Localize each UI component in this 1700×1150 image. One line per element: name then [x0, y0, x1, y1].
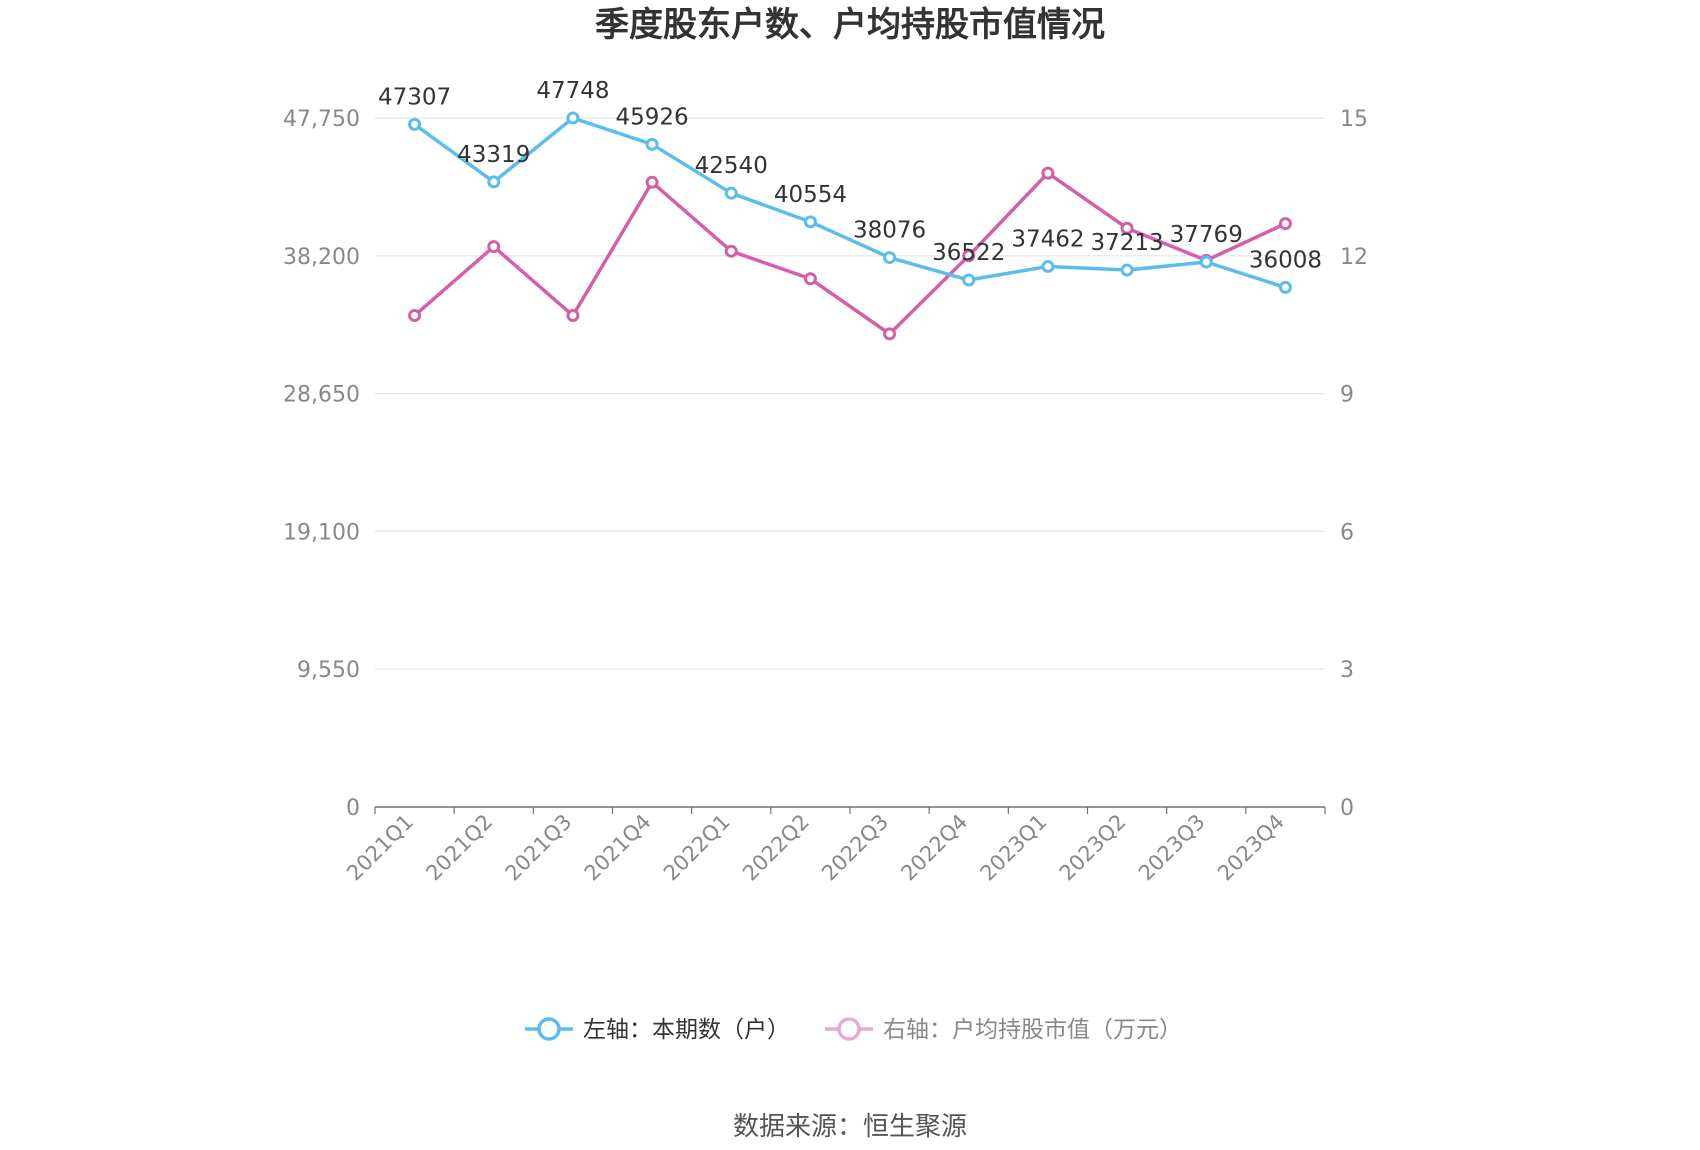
- data-point: [1120, 263, 1134, 277]
- data-point: [408, 117, 422, 131]
- data-point: [1041, 166, 1055, 180]
- right-tick-label: 15: [1340, 107, 1368, 132]
- data-label: 37769: [1170, 222, 1243, 248]
- data-point: [645, 137, 659, 151]
- data-point: [487, 240, 501, 254]
- data-label: 43319: [457, 142, 530, 168]
- data-label: 42540: [695, 153, 768, 179]
- left-tick-label: 38,200: [283, 245, 360, 270]
- left-tick-label: 47,750: [283, 107, 360, 132]
- data-point: [566, 111, 580, 125]
- legend-label: 左轴：本期数（户）: [583, 1017, 790, 1043]
- x-tick-label: 2022Q1: [659, 810, 735, 886]
- data-point: [566, 309, 580, 323]
- data-point: [724, 186, 738, 200]
- data-label: 47748: [536, 78, 609, 104]
- x-tick-label: 2021Q2: [421, 810, 497, 886]
- data-point: [645, 175, 659, 189]
- x-tick-label: 2023Q4: [1213, 810, 1289, 886]
- data-point: [803, 215, 817, 229]
- data-point: [803, 272, 817, 286]
- legend-marker-icon: [837, 1017, 861, 1041]
- right-tick-label: 12: [1340, 245, 1368, 270]
- data-point: [1199, 255, 1213, 269]
- x-tick-label: 2022Q2: [738, 810, 814, 886]
- data-label: 36008: [1249, 247, 1322, 273]
- data-point: [883, 327, 897, 341]
- data-label: 37213: [1090, 230, 1163, 256]
- x-tick-label: 2022Q4: [896, 810, 972, 886]
- series-line: [413, 171, 1287, 336]
- left-tick-label: 9,550: [297, 658, 360, 683]
- left-tick-label: 28,650: [283, 383, 360, 408]
- legend-item[interactable]: 右轴：户均持股市值（万元）: [825, 1017, 1182, 1043]
- x-tick-label: 2021Q4: [580, 810, 656, 886]
- right-tick-label: 9: [1340, 383, 1354, 408]
- left-axis-ticks: 0 9,550 19,100 28,650 38,200 47,750: [283, 107, 360, 821]
- data-label: 37462: [1011, 226, 1084, 252]
- data-label: 47307: [378, 84, 451, 110]
- grid-lines: [375, 117, 1325, 670]
- x-tick-label: 2023Q3: [1134, 810, 1210, 886]
- x-tick-label: 2023Q1: [976, 810, 1052, 886]
- data-point: [962, 249, 976, 263]
- x-tick-label: 2022Q3: [817, 810, 893, 886]
- x-tick-label: 2021Q3: [501, 810, 577, 886]
- data-point: [487, 175, 501, 189]
- data-point: [883, 251, 897, 265]
- series-line: [413, 116, 1286, 290]
- data-point: [1120, 221, 1134, 235]
- series-avg-holding-value: [408, 166, 1292, 341]
- data-label: 45926: [615, 104, 688, 130]
- data-label: 40554: [774, 182, 847, 208]
- data-point: [962, 273, 976, 287]
- data-point: [1041, 259, 1055, 273]
- right-tick-label: 0: [1340, 796, 1354, 821]
- data-point: [1278, 217, 1292, 231]
- legend-marker-icon: [537, 1017, 561, 1041]
- x-tick-label: 2023Q2: [1055, 810, 1131, 886]
- right-axis-ticks: 0 3 6 9 12 15: [1340, 107, 1368, 821]
- data-point: [1278, 280, 1292, 294]
- left-tick-label: 19,100: [283, 520, 360, 545]
- x-axis: 2021Q1 2021Q2 2021Q3 2021Q4 2022Q1 2022Q2 2022…: [342, 806, 1326, 886]
- left-tick-label: 0: [346, 796, 360, 821]
- legend-label: 右轴：户均持股市值（万元）: [883, 1017, 1182, 1043]
- source-note: 数据来源：恒生聚源: [733, 1112, 967, 1142]
- right-tick-label: 3: [1340, 658, 1354, 683]
- right-tick-label: 6: [1340, 520, 1354, 545]
- data-label: 38076: [853, 218, 926, 244]
- data-point: [408, 309, 422, 323]
- data-label: 36522: [932, 240, 1005, 266]
- legend[interactable]: 左轴：本期数（户） 右轴：户均持股市值（万元）: [525, 1017, 1182, 1043]
- chart-title: 季度股东户数、户均持股市值情况: [595, 5, 1105, 45]
- legend-item[interactable]: 左轴：本期数（户）: [525, 1017, 790, 1043]
- data-point: [724, 244, 738, 258]
